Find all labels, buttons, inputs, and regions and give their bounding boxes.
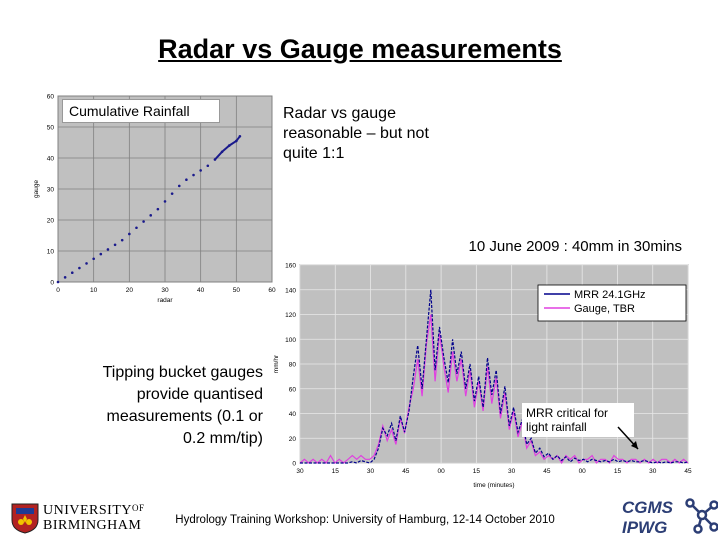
scatter-dense-segment xyxy=(235,135,241,142)
annotation-box xyxy=(522,403,634,437)
scatter-point xyxy=(192,173,195,177)
x-tick-label: 45 xyxy=(402,468,410,475)
x-tick-label: 50 xyxy=(233,287,241,294)
cgms-logo-text: CGMS xyxy=(622,498,674,517)
scatter-point xyxy=(142,220,145,223)
y-tick-label: 140 xyxy=(285,287,296,294)
x-tick-label: 30 xyxy=(161,287,169,294)
y-tick-label: 120 xyxy=(285,312,296,319)
x-tick-label: 30 xyxy=(508,468,516,475)
scatter-point xyxy=(106,248,110,251)
scatter-point xyxy=(128,232,131,236)
annotation: MRR critical for light rainfall xyxy=(522,403,639,450)
x-axis-label: time (minutes) xyxy=(473,482,514,489)
scatter-point xyxy=(63,276,67,279)
y-tick-label: 20 xyxy=(47,218,55,225)
scatter-dense-segment xyxy=(221,144,230,153)
tipping-bucket-note: Tipping bucket gauges provide quantised … xyxy=(102,364,263,447)
university-name-line1: UNIVERSITYOF xyxy=(43,503,145,519)
scatter-point xyxy=(156,207,160,211)
x-tick-label: 10 xyxy=(90,287,98,294)
network-icon xyxy=(685,498,718,534)
y-axis-label: mm/hr xyxy=(273,354,280,373)
annotation-arrowhead xyxy=(631,441,638,449)
university-crest-icon xyxy=(11,503,39,534)
x-tick-label: 00 xyxy=(579,468,587,475)
x-tick-label: 15 xyxy=(473,468,481,475)
scatter-dense-segment xyxy=(228,140,237,147)
legend: MRR 24.1GHz Gauge, TBR xyxy=(537,284,687,322)
university-of-word: OF xyxy=(132,503,145,513)
legend-entry: MRR 24.1GHz xyxy=(574,289,646,301)
scatter-point xyxy=(92,257,95,261)
scatter-point xyxy=(78,266,81,270)
y-tick-label: 160 xyxy=(285,263,296,270)
scatter-point xyxy=(185,178,188,181)
x-tick-label: 45 xyxy=(543,468,551,475)
scatter-point xyxy=(70,271,74,274)
scatter-point xyxy=(135,226,138,230)
x-tick-label: 30 xyxy=(649,468,657,475)
x-tick-label: 15 xyxy=(614,468,622,475)
radar-vs-gauge-note: Radar vs gauge reasonable – but not quit… xyxy=(283,105,429,162)
scatter-dense-segment xyxy=(214,151,223,161)
scatter-point xyxy=(206,164,210,168)
y-tick-label: 60 xyxy=(289,386,297,393)
y-tick-label: 100 xyxy=(285,337,296,344)
x-tick-label: 30 xyxy=(367,468,375,475)
y-axis-label: gauge xyxy=(33,180,40,198)
annotation-text: MRR critical for light rainfall xyxy=(526,406,608,434)
scatter-point xyxy=(199,169,202,172)
y-tick-label: 60 xyxy=(47,94,55,101)
legend-entry: Gauge, TBR xyxy=(574,303,635,315)
x-tick-label: 40 xyxy=(197,287,205,294)
x-axis-label: radar xyxy=(157,297,173,304)
footer-text: Hydrology Training Workshop: University … xyxy=(175,514,555,526)
cumulative-rainfall-chart: 0 10 20 30 40 50 60 0 10 20 30 40 50 60 radar gauge xyxy=(33,94,276,305)
x-tick-label: 45 xyxy=(684,468,692,475)
y-tick-label: 30 xyxy=(47,187,55,194)
x-tick-label: 30 xyxy=(296,468,304,475)
university-name-line2: BIRMINGHAM xyxy=(43,518,142,533)
y-tick-label: 40 xyxy=(47,156,55,163)
scatter-point xyxy=(149,214,153,217)
scatter-point xyxy=(120,238,124,242)
time-series-chart: 0 20 40 60 80 100 120 140 160 30 15 30 45 00 15 30 45 00 1… xyxy=(273,263,692,490)
university-logo: UNIVERSITYOF BIRMINGHAM xyxy=(10,500,144,534)
x-tick-label: 20 xyxy=(126,287,134,294)
event-title: 10 June 2009 : 40mm in 30mins xyxy=(468,238,682,255)
scatter-point xyxy=(170,192,174,195)
scatter-point xyxy=(85,262,88,265)
x-tick-label: 15 xyxy=(332,468,340,475)
slide-title: Radar vs Gauge measurements xyxy=(158,34,562,64)
y-tick-label: 40 xyxy=(289,411,297,418)
legend-box xyxy=(537,284,687,322)
y-tick-label: 50 xyxy=(47,125,55,132)
scatter-point xyxy=(163,200,167,203)
x-tick-label: 60 xyxy=(268,287,276,294)
y-tick-label: 80 xyxy=(289,362,297,369)
y-tick-label: 20 xyxy=(289,436,297,443)
mrr-series-line xyxy=(300,289,689,464)
y-tick-label: 10 xyxy=(47,249,55,256)
scatter-point xyxy=(99,252,103,256)
cgms-ipwg-logo: CGMS IPWG xyxy=(622,498,718,537)
x-tick-label: 0 xyxy=(56,287,60,294)
scatter-point xyxy=(113,243,117,247)
ipwg-logo-text: IPWG xyxy=(622,518,667,537)
x-tick-label: 00 xyxy=(437,468,445,475)
scatter-point xyxy=(177,184,181,188)
y-tick-label: 0 xyxy=(292,461,296,468)
university-word: UNIVERSITY xyxy=(43,503,132,518)
cumulative-rainfall-title: Cumulative Rainfall xyxy=(62,99,220,123)
scatter-point xyxy=(56,280,60,284)
y-tick-label: 0 xyxy=(50,280,54,287)
gauge-series-line xyxy=(299,314,689,465)
